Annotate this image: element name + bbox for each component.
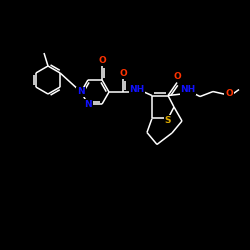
Text: O: O [173, 72, 181, 81]
Text: NH: NH [130, 84, 144, 94]
Text: N: N [77, 88, 85, 96]
Text: O: O [225, 89, 233, 98]
Text: S: S [165, 116, 171, 125]
Text: NH: NH [180, 85, 196, 94]
Text: N: N [84, 100, 92, 108]
Text: O: O [119, 70, 127, 78]
Text: O: O [98, 56, 106, 66]
